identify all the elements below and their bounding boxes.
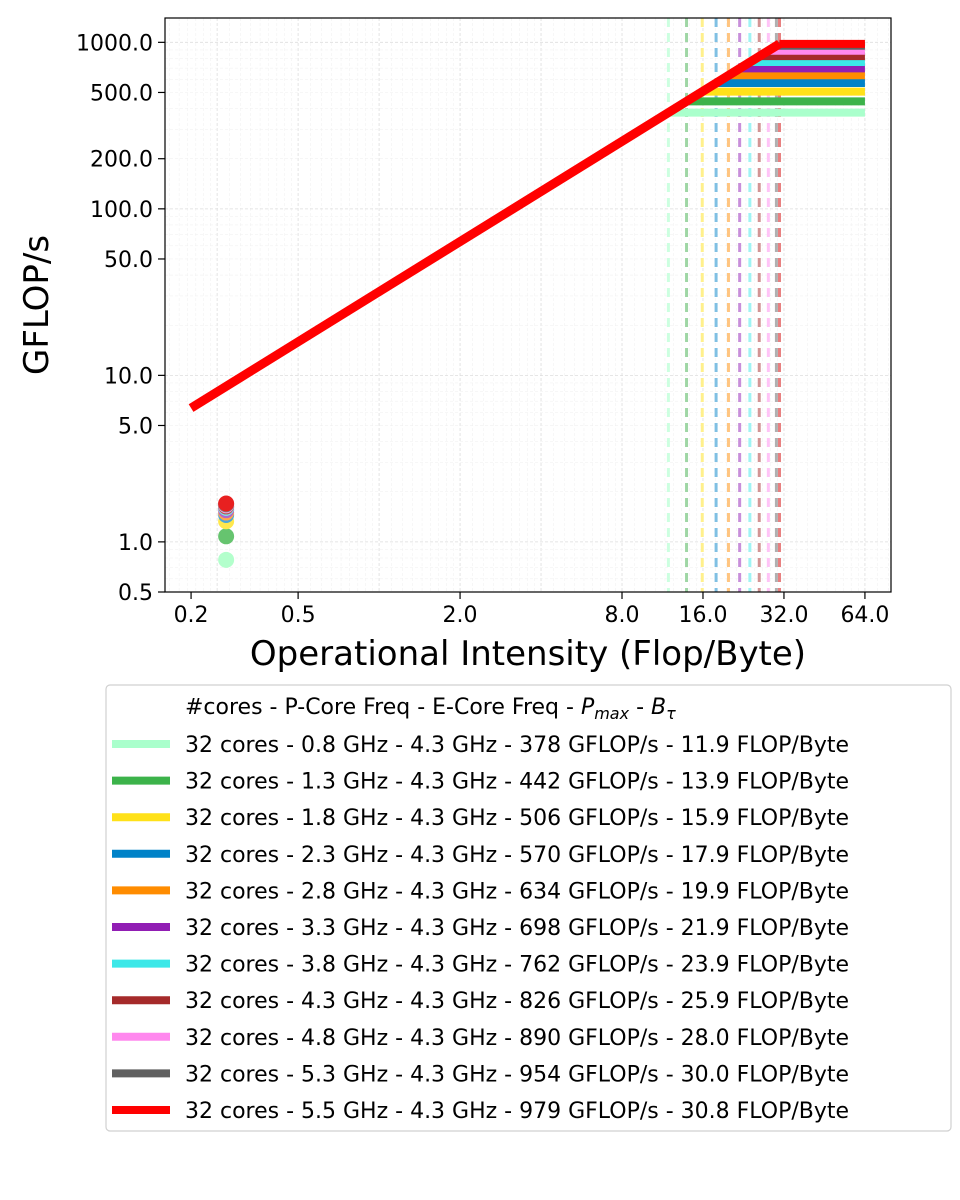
plot-frame xyxy=(164,17,892,593)
legend: #cores - P-Core Freq - E-Core Freq - Pma… xyxy=(105,684,952,1132)
y-tick-label: 200.0 xyxy=(90,148,153,173)
legend-label: 32 cores - 5.3 GHz - 4.3 GHz - 954 GFLOP… xyxy=(185,1062,849,1087)
legend-header-sep: - xyxy=(629,695,651,720)
legend-header-pmax: P xyxy=(581,695,595,720)
x-axis-title: Operational Intensity (Flop/Byte) xyxy=(250,634,806,674)
legend-header-text: #cores - P-Core Freq - E-Core Freq - xyxy=(185,695,581,720)
legend-label: 32 cores - 5.5 GHz - 4.3 GHz - 979 GFLOP… xyxy=(185,1099,849,1124)
legend-label: 32 cores - 2.3 GHz - 4.3 GHz - 570 GFLOP… xyxy=(185,843,849,868)
y-tick-label: 50.0 xyxy=(104,248,153,273)
legend-label: 32 cores - 1.8 GHz - 4.3 GHz - 506 GFLOP… xyxy=(185,806,849,831)
legend-header-pmax-sub: max xyxy=(594,704,629,723)
y-tick-label: 10.0 xyxy=(104,364,153,389)
x-tick-label: 0.2 xyxy=(174,603,209,628)
measured-point xyxy=(218,551,235,568)
legend-label: 32 cores - 4.3 GHz - 4.3 GHz - 826 GFLOP… xyxy=(185,989,849,1014)
legend-frame xyxy=(105,684,952,1132)
legend-label: 32 cores - 3.8 GHz - 4.3 GHz - 762 GFLOP… xyxy=(185,953,849,978)
y-axis-title: GFLOP/s xyxy=(17,235,57,375)
y-tick-label: 500.0 xyxy=(90,81,153,106)
y-tick-label: 1.0 xyxy=(118,531,153,556)
roofline-diagonal xyxy=(188,40,782,412)
y-tick-label: 1000.0 xyxy=(76,31,153,56)
legend-label: 32 cores - 3.3 GHz - 4.3 GHz - 698 GFLOP… xyxy=(185,916,849,941)
legend-header-btau: B xyxy=(651,695,666,720)
measured-point xyxy=(218,495,235,512)
x-tick-label: 0.5 xyxy=(281,603,316,628)
legend-label: 32 cores - 2.8 GHz - 4.3 GHz - 634 GFLOP… xyxy=(185,879,849,904)
measured-points xyxy=(218,495,235,568)
legend-header-btau-sub: τ xyxy=(666,704,676,723)
measured-point xyxy=(218,528,235,545)
legend-items: 32 cores - 0.8 GHz - 4.3 GHz - 378 GFLOP… xyxy=(112,733,849,1124)
roofline-series xyxy=(188,39,865,412)
x-tick-label: 2.0 xyxy=(443,603,478,628)
legend-label: 32 cores - 0.8 GHz - 4.3 GHz - 378 GFLOP… xyxy=(185,733,849,758)
legend-label: 32 cores - 4.8 GHz - 4.3 GHz - 890 GFLOP… xyxy=(185,1026,849,1051)
x-tick-label: 64.0 xyxy=(840,603,889,628)
y-tick-label: 5.0 xyxy=(118,414,153,439)
y-tick-label: 100.0 xyxy=(90,198,153,223)
legend-header: #cores - P-Core Freq - E-Core Freq - Pma… xyxy=(185,695,676,723)
x-tick-label: 32.0 xyxy=(759,603,808,628)
x-axis-ticks: 0.2 0.5 2.0 8.0 16.0 32.0 64.0 xyxy=(174,592,889,628)
legend-label: 32 cores - 1.3 GHz - 4.3 GHz - 442 GFLOP… xyxy=(185,770,849,795)
x-tick-label: 8.0 xyxy=(605,603,640,628)
y-axis-ticks: 0.5 1.0 5.0 10.0 50.0 100.0 200.0 500.0 1000.0 xyxy=(76,31,165,606)
y-tick-label: 0.5 xyxy=(118,581,153,606)
x-tick-label: 16.0 xyxy=(678,603,727,628)
